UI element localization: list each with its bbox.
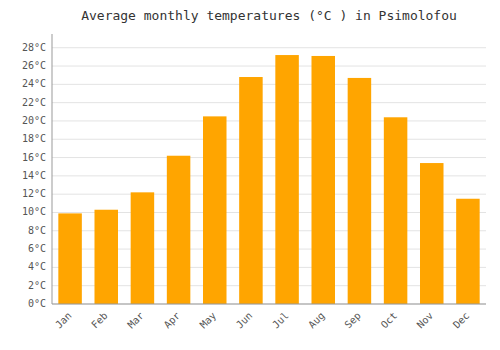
x-tick-label: Apr — [162, 310, 183, 331]
x-tick-label: Aug — [306, 310, 327, 331]
bar — [167, 156, 191, 304]
y-tick-label: 18°C — [22, 133, 46, 144]
bar — [348, 78, 372, 304]
bar — [384, 117, 408, 304]
x-tick-label: Feb — [89, 310, 110, 331]
grid-line — [52, 157, 486, 158]
bars — [58, 55, 479, 304]
x-tick-label: Jul — [270, 310, 291, 331]
y-tick-label: 24°C — [22, 78, 46, 89]
grid-line — [52, 139, 486, 140]
y-tick-label: 12°C — [22, 188, 46, 199]
y-axis-line — [52, 34, 53, 304]
y-tick-label: 8°C — [28, 225, 46, 236]
y-tick-label: 6°C — [28, 243, 46, 254]
bar — [58, 213, 82, 304]
bar — [131, 192, 155, 304]
grid-line — [52, 304, 486, 305]
x-tick-label: Oct — [379, 310, 400, 331]
grid-line — [52, 47, 486, 48]
bar — [275, 55, 299, 304]
x-tick-label: May — [198, 310, 219, 331]
x-tick-label: Sep — [342, 310, 363, 331]
x-tick-label: Jan — [53, 310, 74, 331]
x-tick-label: Mar — [125, 310, 146, 331]
bar — [239, 77, 263, 304]
grid-line — [52, 66, 486, 67]
x-tick-label: Jun — [234, 310, 255, 331]
bar — [311, 56, 335, 304]
y-tick-label: 22°C — [22, 97, 46, 108]
bar — [94, 210, 118, 304]
x-axis-line — [52, 304, 486, 305]
y-tick-label: 16°C — [22, 152, 46, 163]
y-tick-label: 14°C — [22, 170, 46, 181]
grid-line — [52, 102, 486, 103]
x-tick-label: Nov — [415, 310, 436, 331]
chart-title: Average monthly temperatures (°C ) in Ps… — [81, 8, 457, 23]
y-tick-label: 4°C — [28, 261, 46, 272]
grid-line — [52, 120, 486, 121]
y-tick-label: 26°C — [22, 60, 46, 71]
x-tick-label: Dec — [451, 310, 472, 331]
grid-line — [52, 84, 486, 85]
bar — [456, 199, 480, 304]
bar — [420, 163, 444, 304]
y-tick-label: 0°C — [28, 298, 46, 309]
y-tick-label: 2°C — [28, 280, 46, 291]
bar — [203, 116, 227, 304]
chart-svg: Average monthly temperatures (°C ) in Ps… — [0, 0, 500, 350]
y-tick-label: 28°C — [22, 42, 46, 53]
grid — [52, 48, 486, 304]
chart-container: Average monthly temperatures (°C ) in Ps… — [0, 0, 500, 350]
y-tick-label: 20°C — [22, 115, 46, 126]
y-tick-label: 10°C — [22, 206, 46, 217]
